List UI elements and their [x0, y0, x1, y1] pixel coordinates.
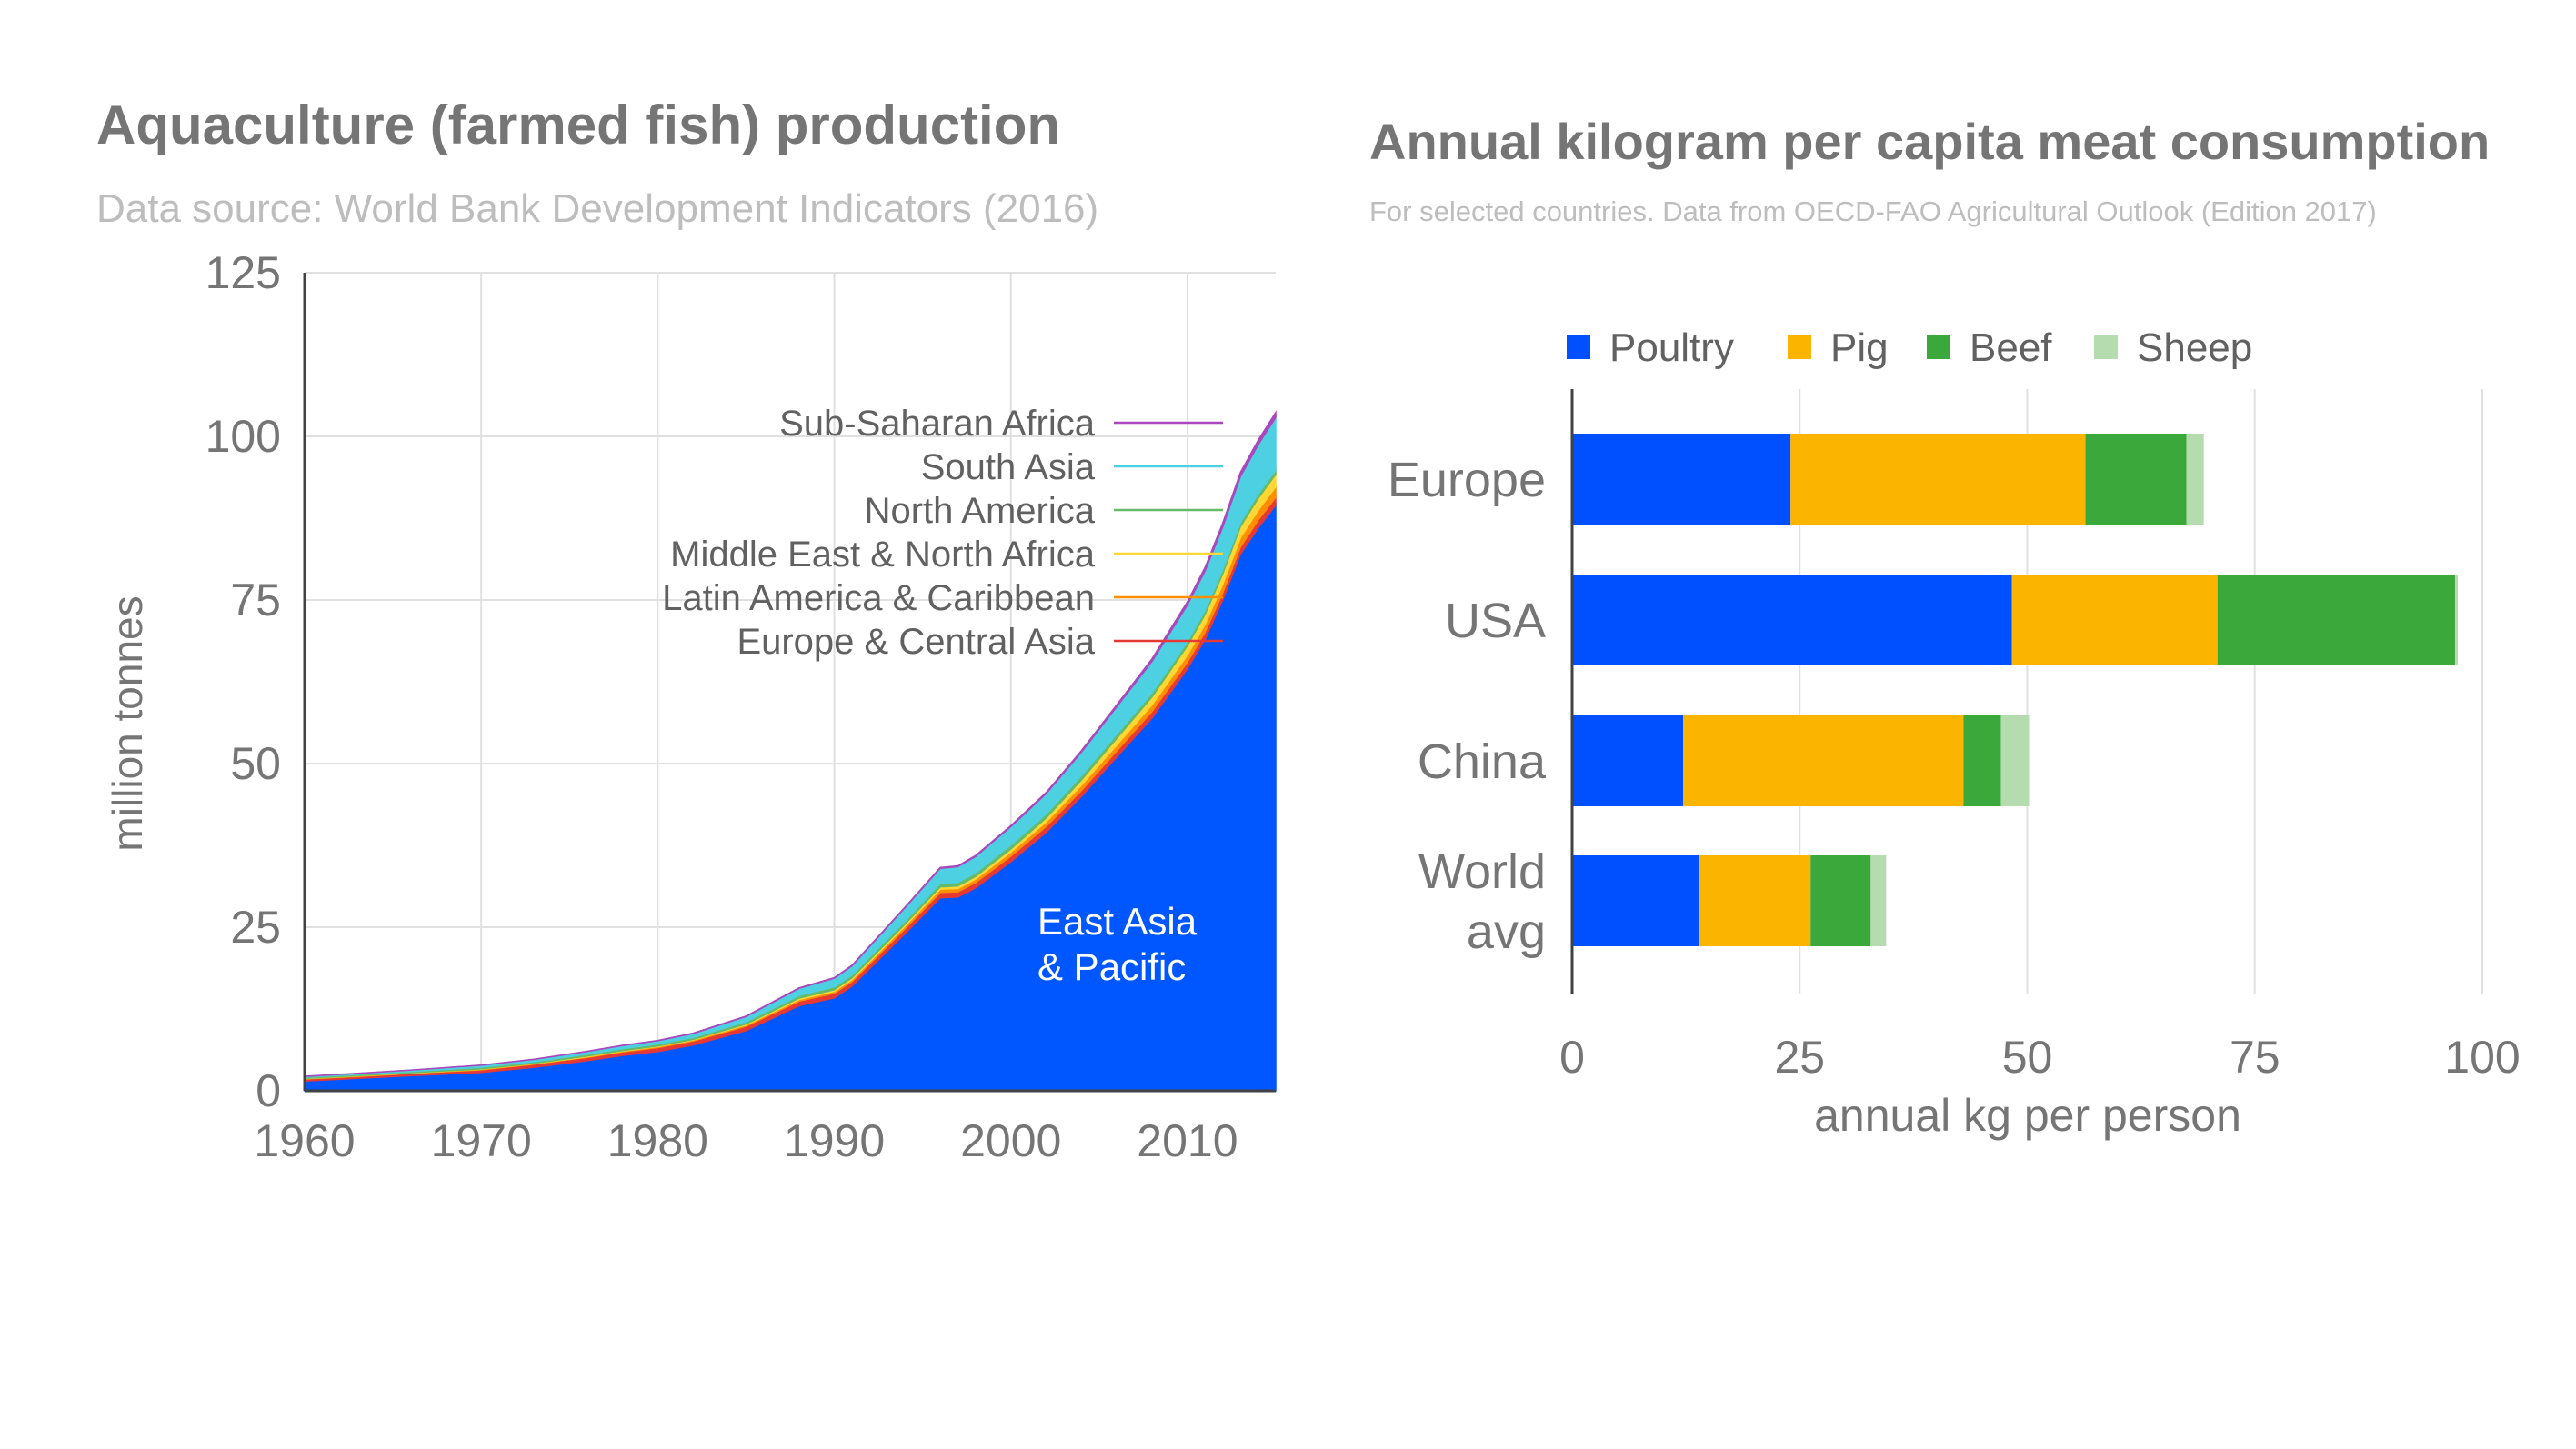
bar-x-tick-0: 0: [1559, 1032, 1585, 1083]
area-label-europe-central-asia: Europe & Central Asia: [737, 622, 1095, 662]
bar-chart-legend: Poultry Pig Beef Sheep: [1567, 325, 2252, 370]
bar-china-pig: [1683, 715, 1964, 806]
aquaculture-area-chart: Aquaculture (farmed fish) production Dat…: [96, 95, 1277, 1166]
bar-category-world-avg-line-2: avg: [1467, 904, 1546, 959]
bar-x-tick-75: 75: [2230, 1032, 2280, 1083]
area-chart-tick-labels: 0 25 50 75 100 125 1960 1970 1980 1990 2000 2010: [205, 247, 1238, 1166]
legend-swatch-poultry: [1567, 335, 1590, 359]
bar-group-europe: [1572, 434, 2204, 525]
area-label-east-asia-pacific-line-2: & Pacific: [1037, 945, 1186, 988]
area-y-tick-50: 50: [230, 738, 281, 789]
bar-x-tick-25: 25: [1774, 1032, 1825, 1083]
area-x-tick-2010: 2010: [1137, 1115, 1238, 1166]
bar-chart-subtitle: For selected countries. Data from OECD-F…: [1369, 195, 2377, 227]
legend-label-beef: Beef: [1970, 325, 2052, 370]
bar-usa-sheep: [2454, 575, 2458, 665]
bar-china-poultry: [1572, 715, 1684, 806]
bar-world-avg-poultry: [1572, 855, 1699, 946]
bar-chart-x-axis-title: annual kg per person: [1814, 1090, 2241, 1141]
bar-x-tick-100: 100: [2444, 1032, 2520, 1083]
legend-label-sheep: Sheep: [2137, 325, 2252, 370]
bar-world-avg-sheep: [1870, 855, 1887, 946]
bar-chart-title: Annual kilogram per capita meat consumpt…: [1369, 113, 2490, 170]
area-chart-grid: [304, 272, 1276, 1092]
bar-china-sheep: [2000, 715, 2030, 806]
area-label-middle-east-north-africa: Middle East & North Africa: [670, 535, 1096, 575]
bar-europe-pig: [1790, 434, 2086, 525]
area-x-tick-1980: 1980: [607, 1115, 708, 1166]
area-y-tick-100: 100: [205, 411, 281, 462]
area-x-tick-1990: 1990: [784, 1115, 885, 1166]
area-x-tick-2000: 2000: [960, 1115, 1061, 1166]
bar-category-china: China: [1418, 734, 1547, 789]
bar-group-world-avg: [1572, 855, 1887, 946]
bar-world-avg-beef: [1810, 855, 1871, 946]
area-label-east-asia-pacific-line-1: East Asia: [1037, 900, 1198, 943]
bar-chart-bars: [1572, 434, 2458, 946]
bar-china-beef: [1963, 715, 2001, 806]
area-chart-axes: [303, 273, 1276, 1093]
area-y-tick-0: 0: [256, 1065, 281, 1116]
area-x-tick-1960: 1960: [254, 1115, 355, 1166]
legend-swatch-sheep: [2094, 335, 2118, 359]
bar-group-usa: [1572, 575, 2458, 665]
bar-europe-beef: [2085, 434, 2187, 525]
bar-usa-beef: [2217, 575, 2455, 665]
legend-label-poultry: Poultry: [1609, 325, 1734, 370]
bar-world-avg-pig: [1699, 855, 1811, 946]
bar-europe-sheep: [2186, 434, 2204, 525]
legend-swatch-pig: [1788, 335, 1811, 359]
bar-usa-pig: [2011, 575, 2218, 665]
area-label-latin-america-caribbean: Latin America & Caribbean: [662, 578, 1095, 618]
area-series-sub-saharan-africa: [304, 410, 1277, 1077]
bar-category-world-avg-line-1: World: [1418, 844, 1546, 899]
area-chart-title: Aquaculture (farmed fish) production: [96, 95, 1060, 155]
area-label-south-asia: South Asia: [921, 447, 1096, 487]
bar-group-china: [1572, 715, 2030, 806]
area-chart-y-axis-title: million tonnes: [104, 595, 151, 851]
area-chart-series: [304, 410, 1277, 1092]
area-label-north-america: North America: [865, 491, 1096, 531]
area-y-tick-75: 75: [230, 575, 281, 625]
bar-europe-poultry: [1572, 434, 1791, 525]
bar-usa-poultry: [1572, 575, 2012, 665]
meat-consumption-bar-chart: Annual kilogram per capita meat consumpt…: [1369, 113, 2521, 1141]
area-y-tick-125: 125: [205, 247, 281, 298]
area-y-tick-25: 25: [230, 902, 281, 953]
area-label-sub-saharan-africa: Sub-Saharan Africa: [779, 404, 1096, 444]
bar-x-tick-50: 50: [2002, 1032, 2053, 1083]
bar-chart-tick-labels: 0 25 50 75 100: [1559, 1032, 2521, 1083]
area-chart-subtitle: Data source: World Bank Development Indi…: [96, 186, 1098, 231]
area-x-tick-1970: 1970: [431, 1115, 532, 1166]
bar-category-usa: USA: [1445, 594, 1546, 648]
legend-label-pig: Pig: [1830, 325, 1889, 370]
bar-category-europe: Europe: [1388, 453, 1546, 507]
legend-swatch-beef: [1927, 335, 1950, 359]
